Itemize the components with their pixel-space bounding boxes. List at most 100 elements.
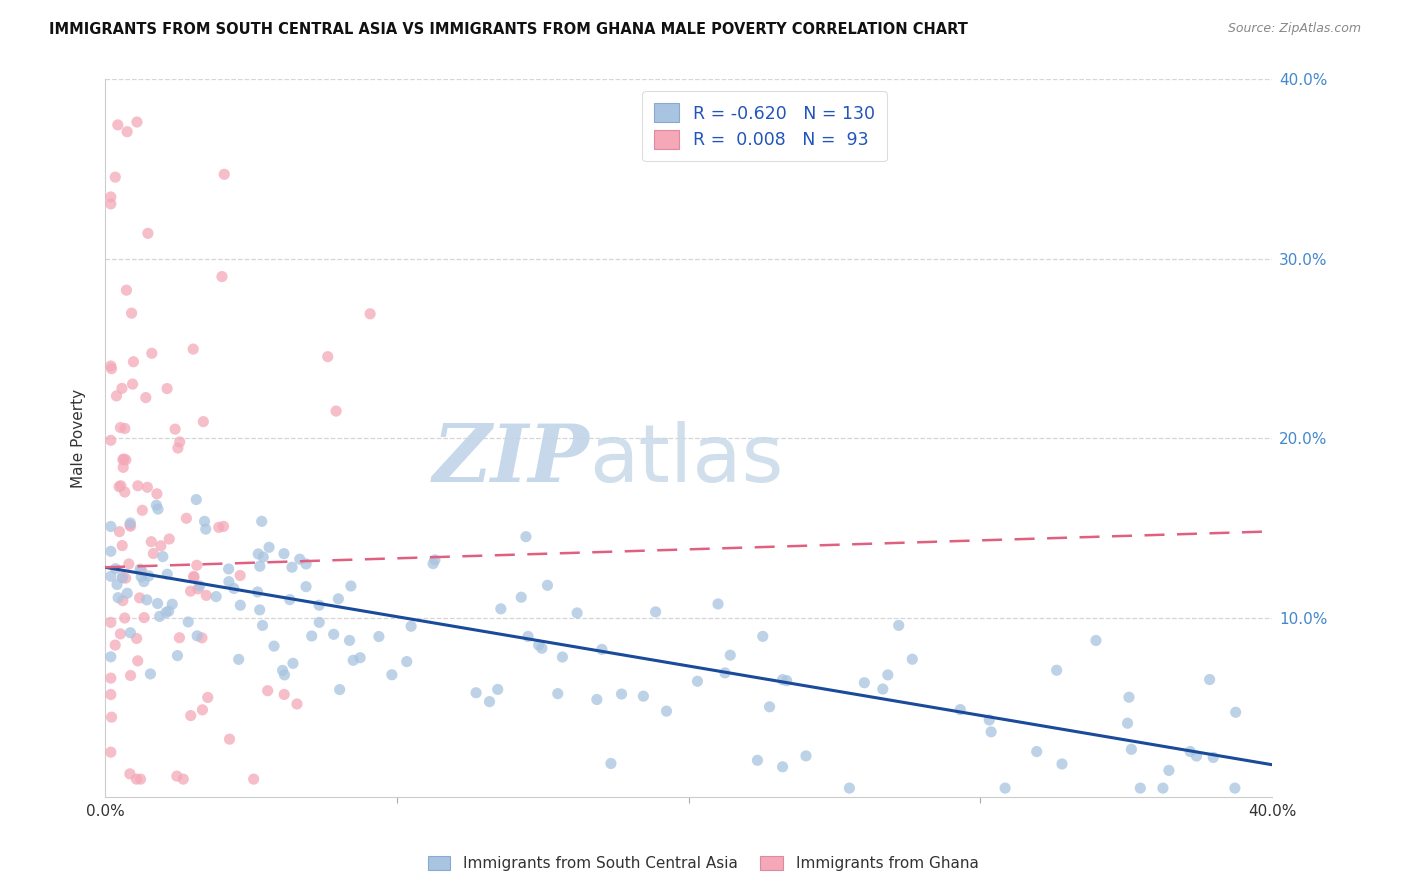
Point bbox=[111, 571, 134, 585]
Point bbox=[718, 648, 741, 662]
Point bbox=[149, 609, 172, 624]
Point bbox=[100, 434, 122, 448]
Legend: R = -0.620   N = 130, R =  0.008   N =  93: R = -0.620 N = 130, R = 0.008 N = 93 bbox=[643, 91, 887, 161]
Point bbox=[707, 597, 730, 611]
Point bbox=[121, 377, 143, 392]
Y-axis label: Male Poverty: Male Poverty bbox=[72, 388, 86, 488]
Point bbox=[141, 534, 163, 549]
Point bbox=[527, 638, 550, 652]
Point bbox=[108, 480, 131, 494]
Point bbox=[838, 781, 860, 796]
Point bbox=[872, 681, 894, 696]
Point bbox=[136, 227, 159, 241]
Point bbox=[1129, 781, 1152, 796]
Point bbox=[181, 342, 204, 356]
Point bbox=[423, 553, 446, 567]
Point bbox=[149, 539, 172, 553]
Point bbox=[1050, 756, 1073, 771]
Point bbox=[510, 591, 533, 605]
Text: ZIP: ZIP bbox=[433, 421, 589, 499]
Point bbox=[100, 615, 122, 630]
Point bbox=[478, 695, 501, 709]
Point bbox=[591, 642, 613, 657]
Point bbox=[142, 547, 165, 561]
Point bbox=[100, 519, 122, 533]
Point bbox=[114, 571, 136, 585]
Point bbox=[1084, 633, 1107, 648]
Point bbox=[188, 579, 211, 593]
Point bbox=[120, 668, 142, 682]
Text: atlas: atlas bbox=[589, 420, 783, 499]
Point bbox=[1116, 716, 1139, 731]
Point bbox=[1180, 744, 1202, 758]
Point bbox=[146, 597, 169, 611]
Point bbox=[208, 520, 231, 534]
Point bbox=[246, 585, 269, 599]
Point bbox=[980, 724, 1002, 739]
Point bbox=[776, 673, 799, 688]
Point bbox=[155, 606, 177, 620]
Point bbox=[111, 452, 134, 467]
Point bbox=[107, 591, 129, 605]
Point bbox=[122, 355, 145, 369]
Point bbox=[125, 632, 148, 646]
Point bbox=[118, 767, 141, 781]
Point bbox=[308, 598, 330, 612]
Point bbox=[218, 574, 240, 589]
Point bbox=[187, 582, 209, 596]
Point bbox=[125, 115, 148, 129]
Point bbox=[1202, 750, 1225, 764]
Point bbox=[146, 487, 169, 501]
Point bbox=[263, 639, 285, 653]
Point bbox=[156, 382, 179, 396]
Point bbox=[194, 522, 217, 536]
Point bbox=[135, 391, 157, 405]
Point bbox=[120, 516, 142, 530]
Point bbox=[285, 697, 308, 711]
Point bbox=[169, 631, 191, 645]
Point bbox=[128, 591, 150, 605]
Point bbox=[107, 118, 129, 132]
Point bbox=[193, 514, 215, 528]
Point bbox=[322, 627, 344, 641]
Point bbox=[1223, 781, 1246, 796]
Point bbox=[547, 687, 569, 701]
Point bbox=[887, 618, 910, 632]
Point bbox=[146, 502, 169, 516]
Point bbox=[165, 422, 187, 436]
Point bbox=[772, 673, 794, 687]
Point bbox=[100, 649, 122, 664]
Point bbox=[1225, 705, 1247, 719]
Point bbox=[295, 580, 318, 594]
Point bbox=[114, 421, 136, 435]
Point bbox=[229, 568, 252, 582]
Point bbox=[111, 570, 134, 584]
Point bbox=[100, 190, 122, 204]
Point bbox=[157, 532, 180, 546]
Point bbox=[183, 569, 205, 583]
Point bbox=[465, 686, 488, 700]
Point bbox=[517, 629, 540, 643]
Point bbox=[138, 569, 160, 583]
Point bbox=[110, 420, 132, 434]
Point bbox=[141, 346, 163, 360]
Point bbox=[752, 629, 775, 643]
Point bbox=[176, 511, 198, 525]
Point bbox=[1152, 781, 1174, 796]
Point bbox=[111, 593, 134, 607]
Point bbox=[600, 756, 623, 771]
Point bbox=[110, 479, 132, 493]
Point bbox=[218, 732, 240, 747]
Point bbox=[186, 629, 208, 643]
Point bbox=[994, 781, 1017, 796]
Point bbox=[655, 704, 678, 718]
Point bbox=[515, 530, 537, 544]
Point bbox=[222, 582, 245, 596]
Point bbox=[172, 772, 194, 786]
Point bbox=[339, 633, 361, 648]
Point bbox=[112, 452, 135, 467]
Point bbox=[395, 655, 418, 669]
Point bbox=[134, 610, 156, 624]
Point bbox=[129, 772, 152, 786]
Point bbox=[278, 592, 301, 607]
